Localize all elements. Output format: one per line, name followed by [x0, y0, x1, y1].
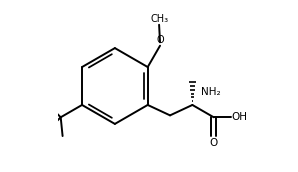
- Text: CH₃: CH₃: [150, 14, 168, 24]
- Text: OH: OH: [232, 112, 248, 122]
- Text: O: O: [209, 138, 218, 148]
- Text: O: O: [156, 35, 164, 45]
- Text: NH₂: NH₂: [201, 87, 221, 97]
